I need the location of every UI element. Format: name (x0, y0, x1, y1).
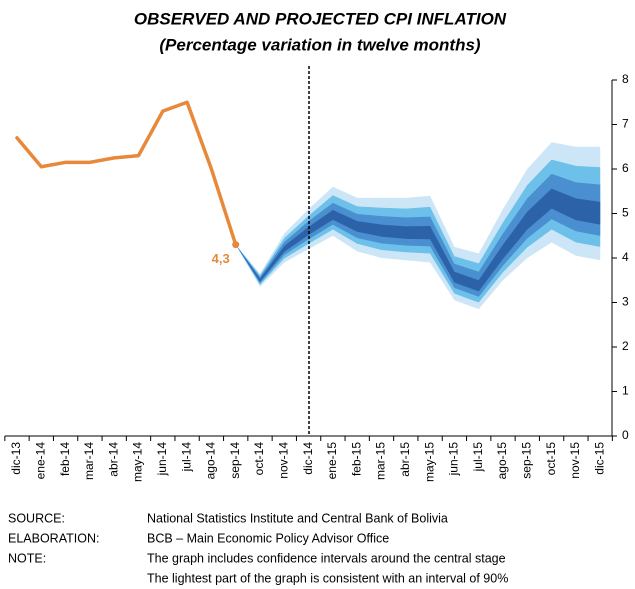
y-tick-label: 5 (622, 206, 629, 220)
x-tick-label: sep-14 (228, 442, 242, 479)
notes: SOURCE: National Statistics Institute and… (8, 511, 508, 585)
x-tick-label: jun-15 (447, 442, 461, 477)
chart-title: OBSERVED AND PROJECTED CPI INFLATION (134, 9, 507, 28)
x-tick-label: sep-15 (519, 442, 533, 479)
observed-point (232, 241, 240, 249)
x-tick-label: dic-13 (9, 442, 23, 475)
note-label: ELABORATION: (8, 531, 99, 545)
x-tick-label: feb-15 (349, 442, 363, 476)
note-text: The graph includes confidence intervals … (147, 551, 506, 565)
y-tick-label: 6 (622, 161, 629, 175)
note-text: National Statistics Institute and Centra… (147, 511, 448, 525)
y-tick-label: 2 (622, 339, 629, 353)
y-tick-label: 7 (622, 117, 629, 131)
y-tick-label: 3 (622, 295, 629, 309)
plot: 4,3 0 1 2 3 4 5 6 7 8 dic-13 ene-14 feb-14 mar-14 abr-… (4, 72, 629, 482)
x-tick-label: mar-15 (374, 442, 388, 480)
x-tick-label: may-14 (131, 442, 145, 482)
data-label: 4,3 (212, 251, 230, 266)
note-label: NOTE: (8, 551, 46, 565)
observed-line (15, 100, 238, 247)
y-tick-label: 4 (622, 250, 629, 264)
y-tick-label: 0 (622, 428, 629, 442)
x-tick-label: nov-14 (276, 442, 290, 479)
x-tick-label: abr-15 (398, 442, 412, 477)
x-tick-label: ene-14 (33, 442, 47, 480)
x-tick-label: jun-14 (155, 442, 169, 477)
x-tick-label: oct-15 (544, 442, 558, 476)
x-tick-label: oct-14 (252, 442, 266, 476)
y-tick-label: 1 (622, 384, 629, 398)
fan-band (235, 188, 601, 292)
note-text: The lightest part of the graph is consis… (147, 571, 508, 585)
note-text: BCB – Main Economic Policy Advisor Offic… (147, 531, 389, 545)
x-tick-label: ene-15 (325, 442, 339, 480)
x-tick-label: ago-14 (204, 442, 218, 480)
x-tick-label: jul-14 (179, 442, 193, 473)
x-tick-label: abr-14 (106, 442, 120, 477)
x-tick-label: nov-15 (568, 442, 582, 479)
x-tick-label: may-15 (422, 442, 436, 482)
x-tick-label: mar-14 (82, 442, 96, 480)
x-tick-label: dic-14 (301, 442, 315, 475)
x-tick-label: jul-15 (471, 442, 485, 473)
y-tick-label: 8 (622, 72, 629, 86)
chart-subtitle: (Percentage variation in twelve months) (159, 35, 481, 54)
x-tick-label: feb-14 (58, 442, 72, 476)
note-label: SOURCE: (8, 511, 65, 525)
x-tick-label: ago-15 (495, 442, 509, 480)
x-tick-label: dic-15 (592, 442, 606, 475)
